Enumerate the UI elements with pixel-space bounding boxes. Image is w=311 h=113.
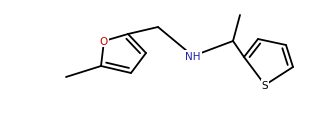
Text: O: O [100, 37, 108, 47]
Text: S: S [262, 80, 268, 90]
Text: NH: NH [185, 52, 201, 61]
